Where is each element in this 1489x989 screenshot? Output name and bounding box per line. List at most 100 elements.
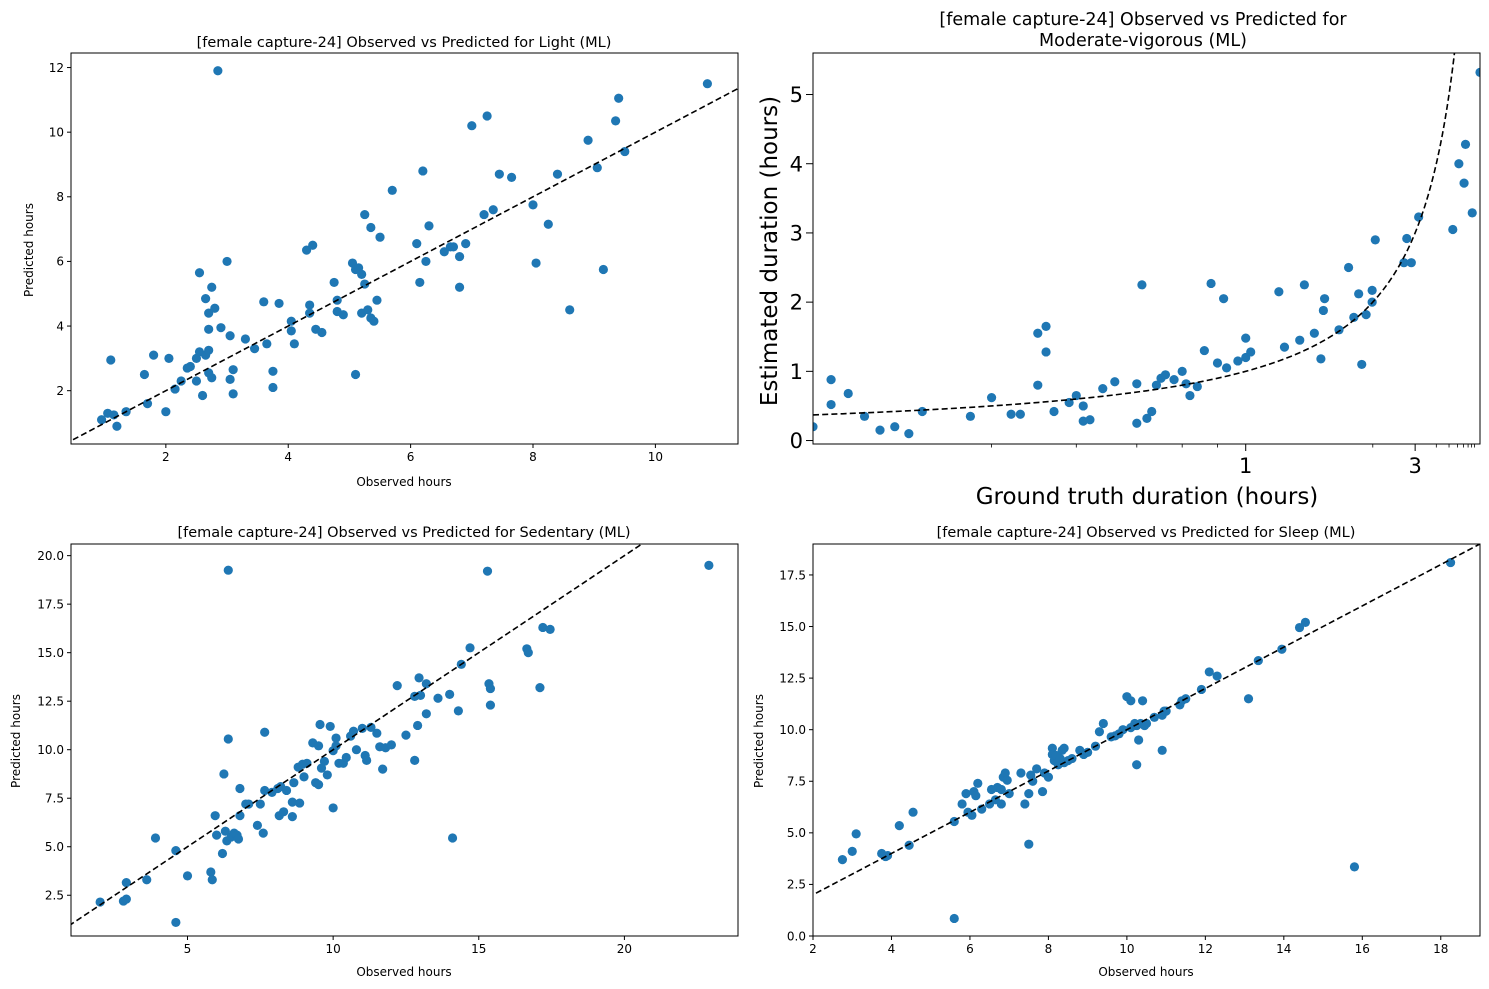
data-point (552, 169, 563, 179)
y-tick-label: 15.0 (779, 620, 806, 634)
data-point (996, 799, 1006, 809)
data-point (308, 240, 318, 250)
data-point (338, 310, 348, 320)
data-point (1206, 278, 1216, 289)
x-tick-label: 8 (529, 450, 537, 464)
data-point (1049, 406, 1059, 417)
chart-title: [female capture-24] Observed vs Predicte… (197, 35, 612, 51)
data-point (1118, 725, 1128, 735)
plot-frame (812, 52, 1481, 445)
x-tick-label: 12 (1198, 942, 1213, 956)
x-tick-label: 4 (284, 450, 292, 464)
data-point (319, 756, 329, 766)
data-point (1137, 696, 1148, 706)
data-point (1002, 775, 1012, 785)
panel-sleep: [female capture-24] Observed vs Predicte… (752, 525, 1481, 979)
data-point (702, 79, 713, 89)
data-point (1274, 287, 1284, 297)
data-point (1233, 356, 1243, 366)
data-point (1098, 384, 1108, 394)
data-point (412, 239, 422, 249)
data-point (1015, 409, 1025, 419)
points (813, 67, 1480, 439)
data-point (1137, 280, 1147, 290)
data-point (461, 239, 471, 249)
y-tick-label: 0 (790, 429, 803, 453)
data-point (967, 810, 977, 820)
data-point (1192, 381, 1202, 392)
data-point (1243, 694, 1254, 704)
data-point (1033, 380, 1043, 390)
data-point (1221, 363, 1232, 373)
data-point (1406, 258, 1416, 268)
y-tick-label: 2.5 (45, 889, 64, 903)
data-point (424, 221, 434, 231)
y-axis-label: Predicted hours (9, 694, 23, 788)
data-point (249, 344, 260, 354)
data-point (210, 811, 220, 821)
x-tick-label: 10 (325, 942, 340, 956)
data-point (268, 366, 278, 376)
data-point (1033, 328, 1043, 338)
x-tick-label: 10 (648, 450, 663, 464)
x-axis-label: Ground truth duration (hours) (976, 484, 1319, 510)
data-point (908, 807, 918, 817)
y-tick-label: 5.0 (45, 840, 64, 854)
data-point (268, 382, 278, 393)
data-point (1181, 379, 1191, 389)
data-point (949, 913, 959, 924)
data-point (421, 709, 431, 719)
data-point (1459, 178, 1469, 188)
y-tick-label: 1 (790, 360, 803, 384)
data-point (212, 830, 222, 840)
data-point (1004, 789, 1014, 799)
data-point (1445, 557, 1456, 568)
data-point (1370, 235, 1380, 245)
data-point (325, 721, 335, 732)
data-point (1448, 224, 1458, 235)
data-point (1309, 328, 1319, 338)
data-point (204, 324, 214, 334)
data-point (1316, 354, 1326, 364)
data-point (322, 770, 332, 780)
y-tick-label: 12.5 (37, 695, 64, 709)
data-point (204, 345, 214, 355)
data-point (1361, 309, 1371, 320)
data-point (528, 200, 538, 210)
data-point (255, 799, 265, 809)
data-point (1475, 67, 1480, 77)
data-point (996, 784, 1006, 795)
panel-light: [female capture-24] Observed vs Predicte… (22, 35, 739, 489)
x-tick-label: 2 (809, 942, 817, 956)
x-tick-label: 20 (617, 942, 632, 956)
data-point (260, 785, 270, 796)
data-point (305, 308, 315, 318)
y-tick-label: 0.0 (787, 929, 806, 943)
data-point (161, 407, 171, 417)
data-point (433, 693, 443, 703)
data-point (378, 764, 388, 774)
data-point (217, 848, 228, 859)
y-tick-label: 10.0 (779, 723, 806, 737)
data-point (233, 834, 244, 844)
data-point (197, 390, 208, 401)
x-axis-label: Observed hours (356, 965, 451, 979)
plot-frame (70, 52, 739, 445)
data-point (362, 755, 372, 765)
data-point (482, 566, 493, 576)
chart-title: [female capture-24] Observed vs Predicte… (939, 10, 1347, 51)
y-tick-label: 17.5 (37, 597, 64, 611)
data-point (228, 365, 238, 375)
data-point (1016, 768, 1026, 778)
data-point (1185, 390, 1195, 401)
data-point (225, 374, 235, 384)
data-point (454, 282, 465, 292)
data-point (191, 376, 202, 386)
data-point (904, 840, 914, 850)
x-tick-label: 18 (1433, 942, 1448, 956)
data-point (1299, 280, 1309, 290)
y-tick-label: 10.0 (37, 743, 64, 757)
data-point (531, 258, 541, 268)
data-point (287, 812, 297, 822)
data-point (289, 778, 299, 788)
